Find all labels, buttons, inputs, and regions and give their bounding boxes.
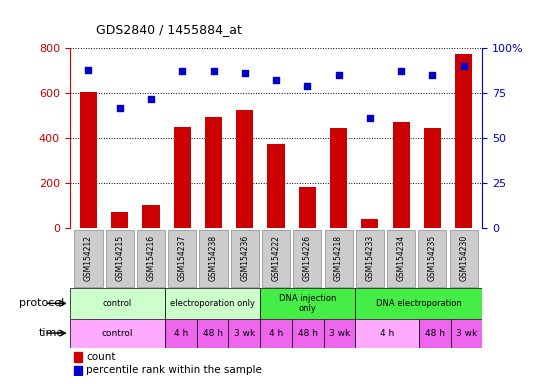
Point [147, 96, 155, 102]
Point [459, 63, 468, 69]
FancyBboxPatch shape [168, 230, 196, 287]
FancyBboxPatch shape [355, 288, 482, 319]
Text: GSM154222: GSM154222 [272, 235, 280, 281]
FancyBboxPatch shape [356, 230, 384, 287]
Text: control: control [101, 329, 133, 338]
Text: 48 h: 48 h [203, 329, 222, 338]
Point [397, 68, 405, 74]
Point [115, 104, 124, 111]
FancyBboxPatch shape [199, 230, 228, 287]
Text: GSM154238: GSM154238 [209, 235, 218, 281]
FancyBboxPatch shape [355, 319, 419, 348]
Text: 4 h: 4 h [269, 329, 283, 338]
Bar [455, 54, 472, 228]
Text: 48 h: 48 h [425, 329, 445, 338]
Bar [111, 212, 128, 228]
Bar [267, 144, 285, 228]
Point [428, 72, 437, 78]
Text: GSM154218: GSM154218 [334, 235, 343, 281]
FancyBboxPatch shape [451, 319, 482, 348]
Point [209, 68, 218, 74]
FancyBboxPatch shape [293, 230, 322, 287]
Text: GSM154234: GSM154234 [397, 235, 406, 281]
Text: 4 h: 4 h [174, 329, 188, 338]
Text: DNA electroporation: DNA electroporation [376, 299, 462, 308]
FancyBboxPatch shape [106, 230, 134, 287]
Text: 3 wk: 3 wk [234, 329, 255, 338]
FancyBboxPatch shape [418, 230, 446, 287]
Text: GDS2840 / 1455884_at: GDS2840 / 1455884_at [96, 23, 242, 36]
Text: control: control [103, 299, 132, 308]
Text: count: count [86, 352, 116, 362]
Bar [143, 205, 160, 228]
Bar [205, 117, 222, 228]
Bar [236, 110, 254, 228]
Text: 3 wk: 3 wk [456, 329, 477, 338]
Point [84, 66, 93, 73]
Point [272, 78, 280, 84]
FancyBboxPatch shape [324, 230, 353, 287]
FancyBboxPatch shape [165, 288, 260, 319]
FancyBboxPatch shape [324, 319, 355, 348]
FancyBboxPatch shape [260, 319, 292, 348]
Text: GSM154237: GSM154237 [178, 235, 187, 281]
Point [303, 83, 311, 89]
Point [366, 115, 374, 121]
FancyBboxPatch shape [137, 230, 165, 287]
FancyBboxPatch shape [70, 319, 165, 348]
FancyBboxPatch shape [70, 288, 165, 319]
FancyBboxPatch shape [228, 319, 260, 348]
Text: GSM154212: GSM154212 [84, 235, 93, 281]
Bar [74, 352, 82, 362]
FancyBboxPatch shape [230, 230, 259, 287]
FancyBboxPatch shape [262, 230, 290, 287]
Text: 4 h: 4 h [380, 329, 394, 338]
FancyBboxPatch shape [450, 230, 478, 287]
Bar [361, 220, 378, 228]
Bar [392, 122, 410, 228]
FancyBboxPatch shape [419, 319, 451, 348]
Bar [299, 187, 316, 228]
Text: 3 wk: 3 wk [329, 329, 350, 338]
Text: GSM154233: GSM154233 [366, 235, 374, 281]
Text: GSM154235: GSM154235 [428, 235, 437, 281]
FancyBboxPatch shape [260, 288, 355, 319]
Bar [74, 366, 82, 375]
Text: GSM154230: GSM154230 [459, 235, 468, 281]
Bar [424, 128, 441, 228]
Point [178, 68, 187, 74]
FancyBboxPatch shape [387, 230, 415, 287]
Point [241, 70, 249, 76]
FancyBboxPatch shape [292, 319, 324, 348]
Bar [80, 92, 97, 228]
Point [334, 72, 343, 78]
Text: percentile rank within the sample: percentile rank within the sample [86, 365, 262, 375]
Bar [330, 128, 347, 228]
Bar [174, 127, 191, 228]
Text: GSM154236: GSM154236 [240, 235, 249, 281]
Text: time: time [39, 328, 64, 338]
Text: GSM154226: GSM154226 [303, 235, 312, 281]
Text: protocol: protocol [19, 298, 64, 308]
Text: GSM154215: GSM154215 [115, 235, 124, 281]
Text: GSM154216: GSM154216 [146, 235, 155, 281]
Text: electroporation only: electroporation only [170, 299, 255, 308]
FancyBboxPatch shape [165, 319, 197, 348]
Text: DNA injection
only: DNA injection only [279, 294, 337, 313]
Text: 48 h: 48 h [298, 329, 318, 338]
FancyBboxPatch shape [197, 319, 228, 348]
FancyBboxPatch shape [75, 230, 102, 287]
